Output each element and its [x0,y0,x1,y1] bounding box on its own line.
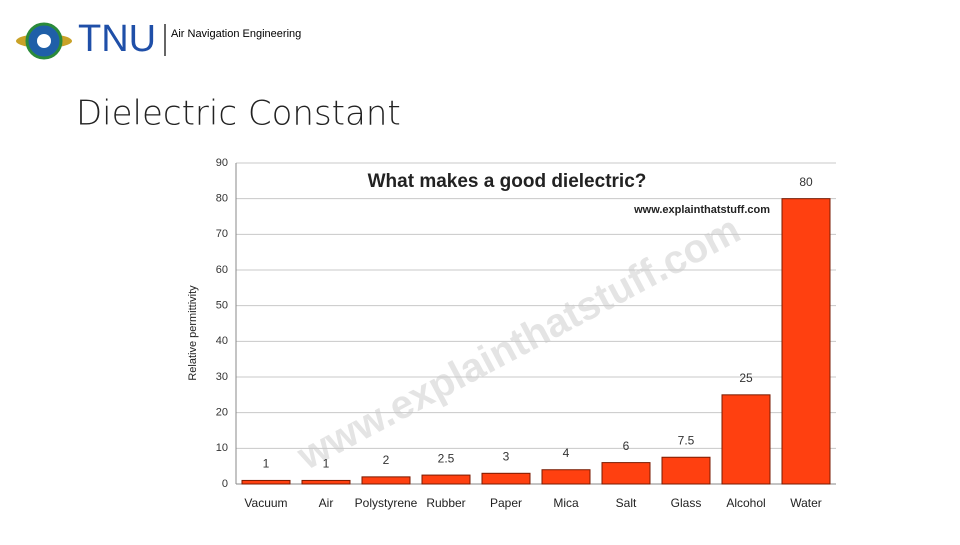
y-tick-label: 0 [222,478,228,490]
x-tick-label: Water [790,496,822,510]
x-tick-label: Alcohol [726,496,765,510]
bar [481,472,531,485]
bar [541,469,591,485]
data-label: 1 [263,457,270,471]
x-tick-label: Polystyrene [355,496,418,510]
y-axis-label: Relative permittivity [187,285,199,381]
x-tick-label: Rubber [426,496,465,510]
x-tick-label: Salt [616,496,637,510]
bar [361,476,411,485]
slide-title: Dielectric Constant [76,94,401,134]
y-tick-label: 80 [216,193,228,205]
chart: What makes a good dielectric? www.explai… [180,150,846,516]
y-tick-label: 60 [216,264,228,276]
bar [781,198,831,485]
data-label: 25 [739,371,753,385]
y-tick-label: 90 [216,157,228,169]
data-label: 4 [563,446,570,460]
bar [301,479,351,485]
logo-center [37,34,51,48]
data-label: 80 [799,175,813,189]
y-tick-label: 50 [216,300,228,312]
y-tick-label: 30 [216,371,228,383]
bar [661,456,711,485]
data-label: 6 [623,439,630,453]
department: Air Navigation Engineering [171,28,301,40]
x-tick-label: Vacuum [244,496,287,510]
y-tick-label: 10 [216,442,228,454]
y-tick-label: 70 [216,228,228,240]
y-tick-label: 20 [216,407,228,419]
bar [601,462,651,485]
data-label: 2 [383,453,390,467]
data-label: 2.5 [438,451,455,465]
x-tick-label: Paper [490,496,522,510]
chart-title: What makes a good dielectric? [368,171,647,192]
data-label: 1 [323,457,330,471]
x-tick-label: Mica [553,496,579,510]
chart-source: www.explainthatstuff.com [633,204,770,216]
bar [721,394,771,485]
bar [421,474,471,485]
y-tick-label: 40 [216,335,228,347]
data-label: 3 [503,449,510,463]
x-tick-label: Glass [671,496,702,510]
x-tick-label: Air [319,496,334,510]
bar [241,479,291,485]
logo [16,22,72,60]
logo-text: TNU [78,18,156,60]
data-label: 7.5 [678,433,695,447]
